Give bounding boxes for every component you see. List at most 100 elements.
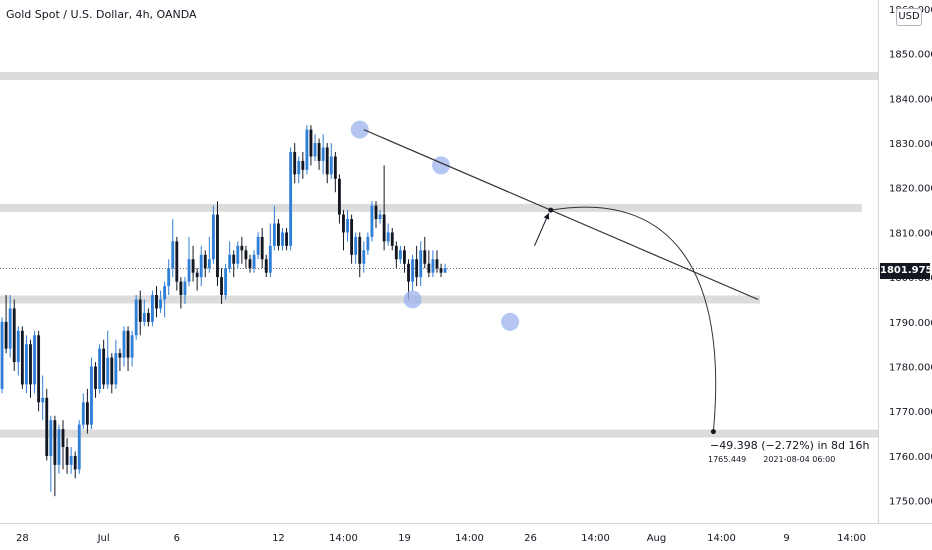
- time-tick-label: Jul: [97, 533, 110, 544]
- candle-body: [110, 357, 114, 385]
- time-tick-label: 14:00: [837, 533, 866, 544]
- candle-body: [407, 263, 410, 282]
- candle-body: [45, 397, 49, 456]
- time-axis: 28 Jul 6 12 14:00 19 14:00 26 14:00 Aug 14:00 9 14:0…: [16, 533, 866, 544]
- candle-body: [49, 420, 53, 456]
- candle-body: [53, 420, 57, 465]
- candle-body: [337, 178, 341, 215]
- candle-body: [37, 335, 41, 403]
- candle-body: [61, 429, 65, 448]
- candle-body: [69, 455, 73, 465]
- time-tick-label: 14:00: [707, 533, 736, 544]
- candle-body: [41, 397, 45, 403]
- candle-body: [142, 312, 146, 322]
- candle-body: [431, 259, 435, 273]
- candle-body: [224, 268, 228, 296]
- projection-datetime: 2021-08-04 06:00: [763, 455, 836, 464]
- candle-body: [285, 232, 288, 246]
- time-tick-label: 28: [16, 533, 29, 544]
- candle-body: [342, 214, 345, 233]
- candle-body: [199, 254, 203, 278]
- candle-body: [57, 429, 61, 465]
- candle-body: [260, 236, 264, 260]
- candle-body: [252, 254, 256, 269]
- candle-body: [309, 129, 313, 157]
- candle-body: [354, 236, 358, 255]
- candlestick-series: [0, 125, 447, 497]
- candle-body: [370, 205, 374, 237]
- candle-body: [175, 241, 179, 282]
- curve-start-point: [548, 207, 554, 213]
- candle-body: [317, 143, 321, 161]
- trendline: [363, 129, 759, 301]
- candle-body: [281, 232, 284, 246]
- candle-body: [240, 245, 244, 251]
- candle-body: [415, 259, 419, 278]
- price-tick-label: 1810.000: [889, 228, 932, 239]
- time-tick-label: 19: [398, 533, 411, 544]
- candle-body: [305, 129, 309, 170]
- price-tick-label: 1780.000: [889, 363, 932, 374]
- price-tick-label: 1850.000: [889, 50, 932, 61]
- candle-body: [130, 335, 134, 358]
- candle-body: [179, 281, 183, 296]
- drawings: [350, 120, 759, 435]
- candle-body: [419, 250, 423, 278]
- candle-body: [386, 232, 390, 242]
- candle-body: [297, 160, 301, 175]
- candle-body: [183, 281, 187, 296]
- candle-body: [203, 254, 207, 269]
- candle-body: [289, 151, 293, 246]
- price-tick-label: 1760.000: [889, 452, 932, 463]
- candle-body: [362, 250, 366, 264]
- time-tick-label: 6: [174, 533, 180, 544]
- pivot-marker: [350, 120, 369, 139]
- candle-body: [216, 214, 219, 278]
- candle-body: [171, 241, 175, 269]
- candle-body: [118, 353, 122, 358]
- candle-body: [403, 250, 406, 264]
- projection-price: 1765.449: [708, 455, 747, 464]
- pivot-marker: [403, 290, 422, 309]
- candle-body: [81, 402, 85, 425]
- candle-body: [220, 277, 223, 296]
- candle-body: [138, 299, 142, 322]
- candle-body: [236, 245, 240, 264]
- candle-body: [106, 357, 110, 385]
- candle-body: [325, 147, 329, 175]
- candle-body: [333, 156, 337, 179]
- candle-body: [390, 232, 394, 246]
- projection-detail: 1765.449 2021-08-04 06:00: [708, 455, 835, 464]
- candle-body: [411, 259, 415, 282]
- currency-badge[interactable]: USD: [896, 8, 922, 26]
- candle-body: [264, 259, 268, 273]
- candle-body: [398, 250, 402, 260]
- projection-arrow: [534, 212, 550, 247]
- candle-body: [73, 455, 77, 470]
- candle-body: [228, 254, 232, 269]
- candle-body: [313, 143, 317, 157]
- candle-body: [159, 299, 162, 309]
- candle-body: [94, 366, 97, 389]
- candle-body: [378, 214, 382, 220]
- price-tick-label: 1820.000: [889, 184, 932, 195]
- candle-body: [126, 330, 130, 358]
- candle-body: [293, 151, 297, 175]
- candle-body: [423, 250, 427, 264]
- candle-body: [439, 268, 443, 273]
- candle-body: [195, 272, 199, 278]
- candle-body: [321, 147, 325, 161]
- price-zone: [0, 429, 878, 438]
- candle-body: [24, 344, 28, 385]
- price-zone: [0, 203, 862, 212]
- candle-body: [155, 295, 158, 309]
- candle-body: [167, 268, 171, 287]
- projection-label: −49.398 (−2.72%) in 8d 16h: [710, 439, 870, 452]
- support-resistance-zones: [0, 71, 878, 438]
- candle-body: [4, 321, 8, 349]
- price-tick-label: 1790.000: [889, 318, 932, 329]
- candle-body: [8, 308, 12, 349]
- candle-body: [272, 223, 276, 246]
